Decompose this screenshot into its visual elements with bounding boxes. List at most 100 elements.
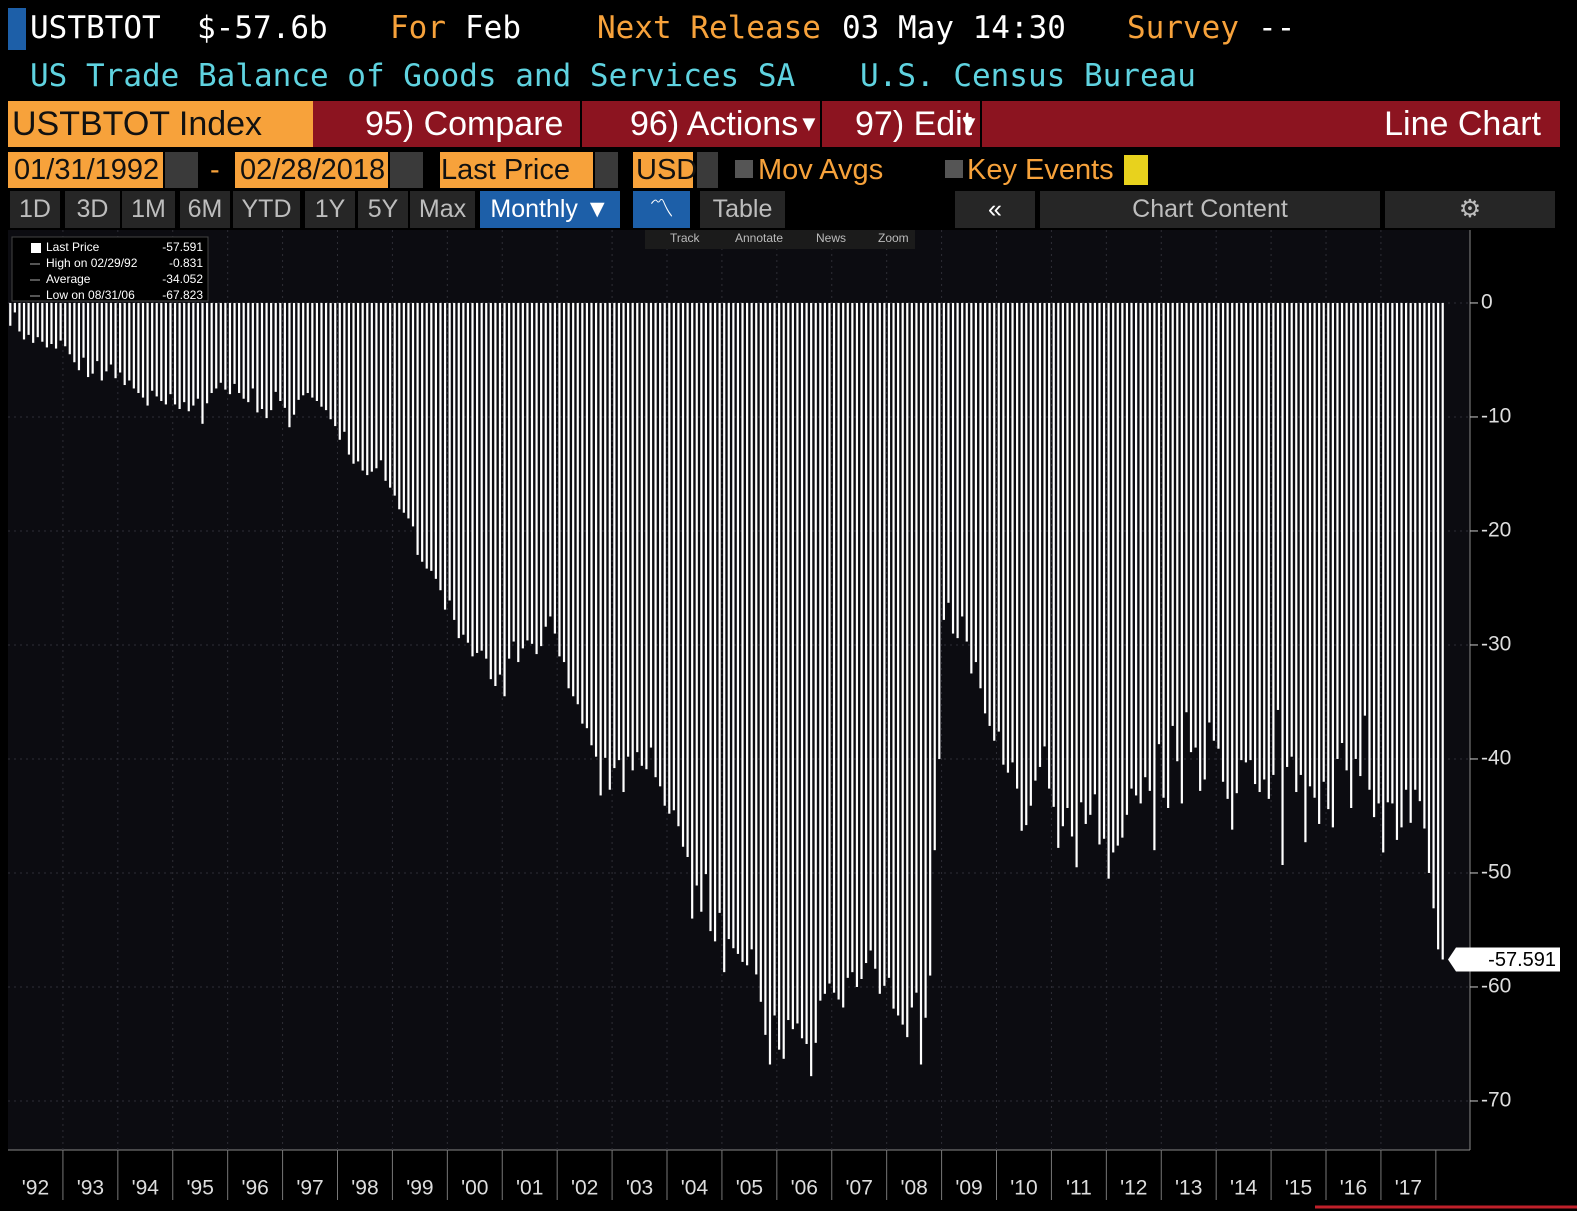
bar <box>736 302 740 954</box>
period-button[interactable]: Max <box>410 191 475 228</box>
dropdown[interactable] <box>595 152 618 188</box>
bar <box>347 302 351 455</box>
mov-avgs[interactable]: Mov Avgs <box>758 154 884 186</box>
bar <box>288 302 291 428</box>
bar <box>370 302 373 472</box>
x-tick-label: '14 <box>1230 1177 1258 1200</box>
bar <box>82 302 85 358</box>
bar <box>1125 302 1129 815</box>
security-box[interactable] <box>8 101 313 147</box>
bar <box>1208 302 1211 723</box>
compare-button[interactable]: 95) Compare <box>365 105 564 143</box>
bar <box>123 302 126 386</box>
bar <box>407 302 410 519</box>
bar <box>224 302 227 390</box>
dropdown[interactable] <box>697 152 718 188</box>
actions-button[interactable]: 96) Actions <box>630 105 799 143</box>
dropdown-arrow: ▼ <box>958 111 980 136</box>
tool[interactable]: Annotate <box>735 231 784 245</box>
checkbox[interactable] <box>735 160 753 178</box>
tool[interactable]: Zoom <box>878 231 909 245</box>
chart-content-button[interactable]: Chart Content <box>1040 191 1380 228</box>
info-icon[interactable] <box>1124 155 1148 185</box>
bar <box>22 302 26 340</box>
bar <box>398 302 401 510</box>
bar <box>878 302 881 994</box>
checkbox[interactable] <box>945 160 963 178</box>
bar <box>356 302 360 462</box>
period-button[interactable]: 1Y <box>305 191 355 228</box>
bar <box>68 302 71 355</box>
bar <box>919 302 923 1065</box>
security[interactable]: USTBTOT Index <box>12 105 263 143</box>
bar <box>274 302 277 392</box>
bar <box>1409 302 1412 823</box>
table-button[interactable]: Table <box>700 191 785 228</box>
calendar-icon[interactable] <box>165 152 198 188</box>
bar <box>915 302 918 993</box>
x-tick-label: '13 <box>1175 1177 1202 1200</box>
period-button[interactable]: YTD <box>233 191 300 228</box>
bar <box>1148 302 1151 791</box>
period-button[interactable]: 1D <box>10 191 60 228</box>
bar <box>906 302 909 1038</box>
bar <box>1290 302 1293 757</box>
bar <box>421 302 424 562</box>
bar <box>375 302 378 469</box>
currency[interactable]: USD <box>636 154 698 186</box>
bar <box>535 302 538 655</box>
bar <box>851 302 854 973</box>
start-date[interactable]: 01/31/1992 <box>14 154 160 186</box>
chart-view-button[interactable]: 〽 <box>633 191 690 228</box>
bar <box>196 302 200 399</box>
bar <box>974 302 978 663</box>
tool[interactable]: Track <box>670 231 700 245</box>
legend-value: -57.591 <box>162 240 203 254</box>
bar <box>59 302 62 341</box>
bar <box>1107 302 1110 879</box>
x-tick-label: '95 <box>187 1177 214 1200</box>
collapse-button[interactable]: « <box>955 191 1035 228</box>
bar <box>654 302 657 778</box>
key-events[interactable]: Key Events <box>967 154 1114 186</box>
tool[interactable]: News <box>816 231 847 245</box>
period-button[interactable]: 3D <box>65 191 120 228</box>
legend-value: -34.052 <box>162 272 203 286</box>
bar <box>430 302 433 571</box>
end-date[interactable]: 02/28/2018 <box>240 154 386 186</box>
bar <box>297 302 300 400</box>
bar <box>1363 302 1367 716</box>
bar <box>151 302 154 391</box>
bar <box>723 302 726 973</box>
bar <box>1102 302 1106 839</box>
bar <box>1427 302 1431 873</box>
chart-type[interactable]: Line Chart <box>1384 105 1541 143</box>
date-box[interactable] <box>235 152 388 188</box>
settings-button[interactable]: ⚙ <box>1385 191 1555 228</box>
date-box[interactable] <box>8 152 163 188</box>
bar <box>1368 302 1371 790</box>
field-box[interactable] <box>440 152 593 188</box>
period-button[interactable]: 5Y <box>358 191 408 228</box>
currency-box[interactable] <box>633 152 693 188</box>
field[interactable]: Last Price <box>441 154 570 186</box>
price: $-57.6b <box>197 10 328 46</box>
bar <box>1048 302 1051 789</box>
bar <box>892 302 895 1009</box>
separator <box>580 101 582 147</box>
period-button[interactable]: 6M <box>180 191 230 228</box>
bar <box>993 302 996 741</box>
bar <box>517 302 520 663</box>
bar <box>178 302 181 409</box>
bar <box>508 302 511 659</box>
bar <box>755 302 758 975</box>
calendar-icon[interactable] <box>390 152 423 188</box>
edit-button[interactable]: 97) Edit <box>855 105 973 143</box>
bar <box>1240 302 1243 761</box>
period-button[interactable]: 1M <box>122 191 175 228</box>
bar <box>778 302 781 1050</box>
bar <box>691 302 694 919</box>
bar <box>1212 302 1215 741</box>
frequency-button[interactable]: Monthly ▼ <box>480 191 620 228</box>
bar <box>91 302 94 374</box>
